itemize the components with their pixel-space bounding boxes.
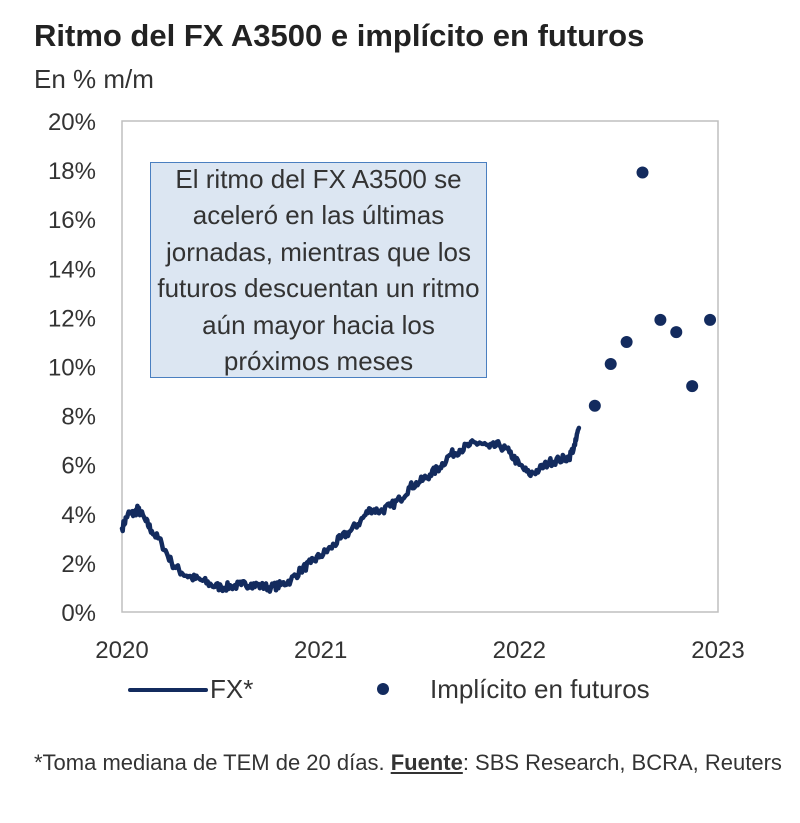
y-tick-label: 2% [61,551,96,578]
futures-point [636,166,649,179]
y-tick-label: 18% [48,158,96,185]
y-tick-label: 20% [48,109,96,136]
fx-series-line [119,425,582,594]
chart-legend: FX* Implícito en futuros [0,672,800,708]
chart-title: Ritmo del FX A3500 e implícito en futuro… [34,18,645,53]
futures-point [704,313,717,326]
futures-series-points [588,166,717,412]
annotation-text: El ritmo del FX A3500 se aceleró en las … [157,163,480,377]
footnote: *Toma mediana de TEM de 20 días. Fuente:… [34,746,794,780]
y-axis-ticks: 0% 2% 4% 6% 8% 10% 12% 14% 16% 18% 20% [48,109,96,627]
y-tick-label: 0% [61,600,96,627]
x-tick-label: 2023 [691,637,744,664]
futures-point [604,358,617,371]
chart-subtitle: En % m/m [34,64,154,94]
annotation-box: El ritmo del FX A3500 se aceleró en las … [150,162,487,378]
futures-point [686,380,699,393]
legend-fx-label: FX* [210,674,254,704]
y-tick-label: 14% [48,256,96,283]
plot-area [121,120,719,613]
footnote-source-text: : SBS Research, BCRA, Reuters [462,750,782,775]
x-tick-label: 2020 [95,637,148,664]
legend-futures-label: Implícito en futuros [430,674,650,704]
y-tick-label: 6% [61,453,96,480]
futures-point [654,313,667,326]
x-tick-label: 2022 [493,637,546,664]
futures-point [620,335,633,348]
legend-futures-dot-swatch [377,683,389,695]
legend-fx-line-swatch [128,688,208,692]
x-tick-label: 2021 [294,637,347,664]
y-tick-label: 4% [61,502,96,529]
y-tick-label: 8% [61,404,96,431]
futures-point [588,399,601,412]
footnote-source-label: Fuente [390,750,463,775]
footnote-prefix: *Toma mediana de TEM de 20 días. [34,750,391,775]
y-tick-label: 16% [48,207,96,234]
y-tick-label: 10% [48,355,96,382]
y-tick-label: 12% [48,305,96,332]
x-axis-ticks: 2020 2021 2022 2023 [95,637,744,664]
futures-point [670,326,683,339]
